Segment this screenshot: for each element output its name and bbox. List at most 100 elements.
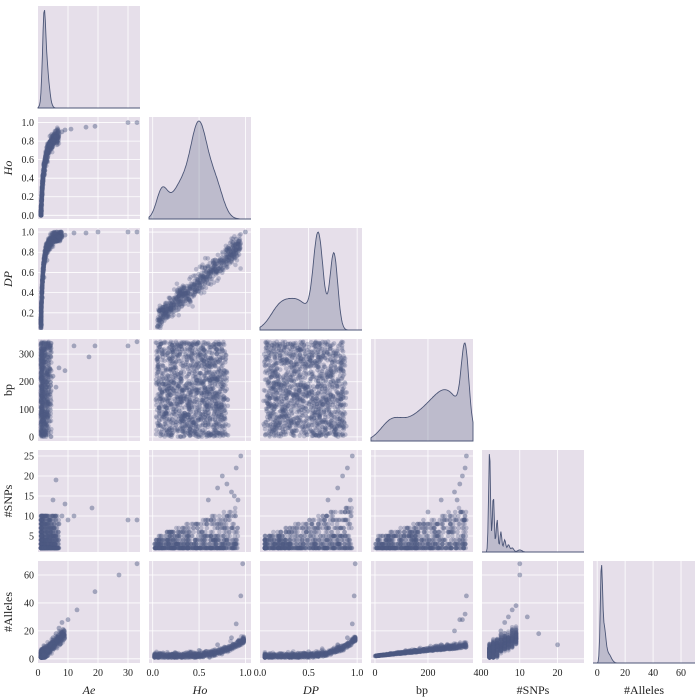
data-point [156,345,161,351]
data-point [167,381,173,387]
data-point [46,245,52,251]
data-point [47,144,53,150]
data-point [195,279,200,284]
data-point [188,355,194,361]
data-point [46,249,51,254]
data-point [162,312,168,317]
data-point [48,411,53,416]
data-point [174,381,179,387]
data-point [41,264,46,270]
data-point [41,259,47,264]
data-point [45,374,50,380]
data-point [44,158,50,164]
data-point [48,350,53,356]
data-point [184,425,189,431]
data-point [38,432,44,438]
data-point [201,351,207,357]
data-point [40,192,45,197]
data-point [39,292,45,297]
data-point [39,378,45,384]
data-point [203,275,208,281]
data-point [49,144,54,149]
data-point [198,379,203,384]
data-point [197,411,202,416]
data-point [174,342,180,348]
data-point [52,230,57,236]
data-point [179,394,184,400]
scatter-points [154,229,248,330]
data-point [195,407,201,412]
data-point [38,363,44,368]
data-point [39,190,44,195]
data-point [181,293,186,298]
data-point [230,251,236,257]
data-point [39,284,45,290]
data-point [190,351,196,357]
data-point [221,342,227,348]
data-point [43,434,49,440]
data-point [343,381,348,387]
data-point [39,185,45,190]
data-point [205,400,210,406]
data-point [176,305,182,310]
data-point [62,232,68,238]
data-point [169,427,175,433]
data-point [39,371,45,377]
data-point [195,277,201,282]
data-point [156,379,161,384]
data-point [49,140,55,146]
data-point [40,408,46,414]
data-point [42,432,47,438]
data-point [40,358,45,364]
data-point [40,355,46,361]
data-point [208,277,213,282]
data-point [42,164,47,169]
data-point [195,341,200,346]
data-point [192,281,198,286]
data-point [39,288,45,294]
data-point [41,167,46,173]
data-point [185,366,191,372]
data-point [47,236,53,241]
data-point [230,236,236,242]
data-point [50,244,56,250]
data-point [40,395,45,401]
data-point [201,277,206,283]
data-point [199,394,204,399]
data-point [46,145,51,150]
data-point [201,268,207,274]
data-point [213,270,219,275]
data-point [39,405,45,410]
data-point [211,280,217,285]
data-point [43,154,48,160]
data-point [39,302,44,307]
data-point [40,356,45,362]
data-point [46,340,51,346]
data-point [42,259,47,264]
data-point [220,355,226,360]
data-point [40,409,45,414]
data-point [45,432,51,437]
data-point [38,205,44,211]
data-point [209,403,215,409]
data-point [39,340,44,346]
data-point [163,302,168,308]
data-point [167,427,172,432]
data-point [210,394,216,400]
data-point [38,342,44,347]
data-point [39,290,45,296]
data-point [44,156,49,162]
data-point [233,250,239,255]
data-point [167,388,173,394]
data-point [178,290,183,296]
data-point [47,139,53,144]
data-point [38,418,44,423]
data-point [39,192,45,198]
data-point [40,373,46,378]
data-point [49,240,55,246]
data-point [158,396,164,401]
data-point [198,352,203,357]
data-point [47,401,52,407]
data-point [206,273,211,279]
data-point [54,138,60,143]
